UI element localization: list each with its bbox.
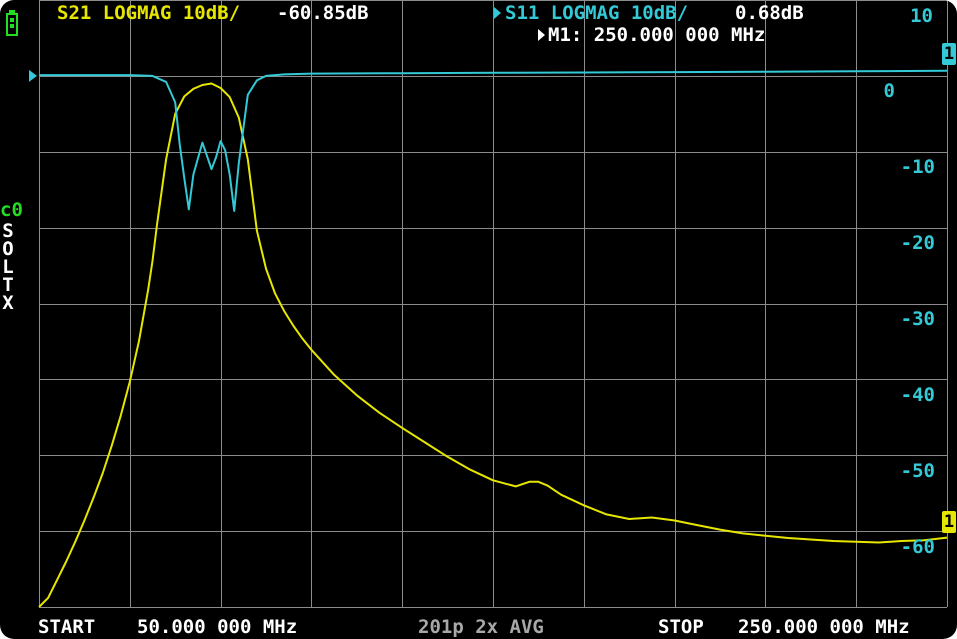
y-tick-label: -30 xyxy=(900,308,935,330)
y-tick-label: 0 xyxy=(883,80,895,102)
marker-1-s11-flag[interactable]: 1 xyxy=(942,43,956,65)
marker-readout-arrow-icon xyxy=(538,29,545,41)
marker-layer xyxy=(29,69,37,82)
active-trace-arrow-icon xyxy=(494,7,501,19)
trace1-value: -60.85dB xyxy=(277,2,369,24)
stop-label[interactable]: STOP xyxy=(658,616,704,638)
cal-letter-s: S xyxy=(2,220,14,242)
cal-letter-l: L xyxy=(2,256,14,278)
trace2-label[interactable]: S11 LOGMAG 10dB/ xyxy=(505,2,689,24)
trace-layer xyxy=(38,69,948,608)
s11-trace-line xyxy=(39,69,948,212)
y-tick-label: 10 xyxy=(910,5,933,27)
stop-frequency[interactable]: 250.000 000 MHz xyxy=(738,616,910,638)
marker-readout[interactable]: M1: 250.000 000 MHz xyxy=(548,24,766,46)
points-avg-status: 201p 2x AVG xyxy=(418,616,544,638)
start-label[interactable]: START xyxy=(38,616,96,638)
y-tick-label: -20 xyxy=(900,232,935,254)
cal-letter-x: X xyxy=(2,292,14,314)
marker-1-s21-flag[interactable]: 1 xyxy=(942,511,956,533)
y-tick-label: -10 xyxy=(900,156,935,178)
grid-lines xyxy=(39,0,948,608)
trace1-label[interactable]: S21 LOGMAG 10dB/ xyxy=(57,2,241,24)
cal-letter-t: T xyxy=(2,274,14,296)
start-frequency[interactable]: 50.000 000 MHz xyxy=(137,616,298,638)
trace2-value: 0.68dB xyxy=(735,2,804,24)
battery-icon xyxy=(6,10,18,36)
cal-slot-label[interactable]: c0 xyxy=(0,199,23,221)
y-tick-label: -60 xyxy=(900,536,935,558)
cal-letter-o: O xyxy=(2,238,14,260)
reference-level-arrow-icon xyxy=(29,69,37,82)
y-tick-label: -50 xyxy=(900,460,935,482)
s21-trace-line xyxy=(38,82,948,608)
y-tick-label: -40 xyxy=(900,384,935,406)
